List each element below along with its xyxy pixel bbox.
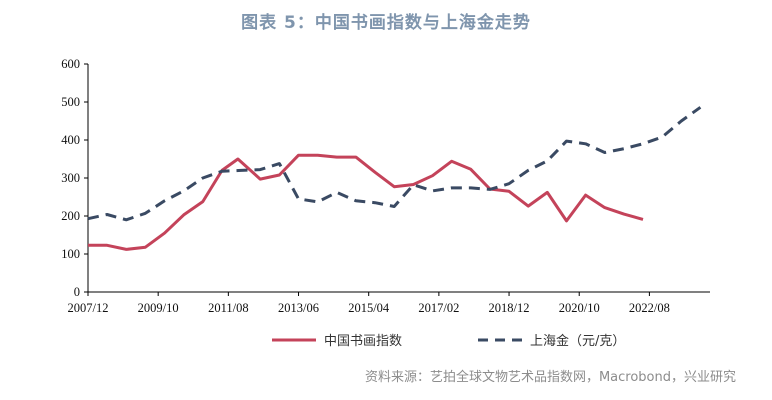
x-tick-label: 2015/04 xyxy=(348,301,390,315)
y-tick-label: 200 xyxy=(61,209,80,223)
y-tick-label: 100 xyxy=(61,247,80,261)
chart-series xyxy=(87,106,702,251)
y-tick-label: 0 xyxy=(74,285,80,299)
x-tick-label: 2022/08 xyxy=(629,301,670,315)
chart-title: 图表 5：中国书画指数与上海金走势 xyxy=(241,13,531,33)
x-tick-label: 2013/06 xyxy=(278,301,319,315)
series-line-shanghai-gold xyxy=(87,106,702,222)
y-tick-label: 500 xyxy=(61,95,80,109)
chart-axes: 0 100 200 300 400 500 600 2007/12 2009/10 2011/08… xyxy=(61,57,710,315)
y-tick-label: 400 xyxy=(61,133,80,147)
chart-legend: 中国书画指数 上海金（元/克） xyxy=(272,333,625,349)
series-line-painting-index xyxy=(88,153,644,251)
x-tick-label: 2007/12 xyxy=(68,301,109,315)
x-tick-label: 2018/12 xyxy=(489,301,530,315)
x-tick-label: 2020/10 xyxy=(559,301,600,315)
x-tick-label: 2017/02 xyxy=(418,301,459,315)
legend-label-shanghai-gold: 上海金（元/克） xyxy=(530,333,625,349)
x-tick-label: 2011/08 xyxy=(208,301,249,315)
source-note: 资料来源：艺拍全球文物艺术品指数网，Macrobond，兴业研究 xyxy=(364,370,736,385)
x-tick-label: 2009/10 xyxy=(138,301,179,315)
legend-label-painting-index: 中国书画指数 xyxy=(324,334,402,349)
y-tick-label: 600 xyxy=(61,57,80,71)
y-tick-label: 300 xyxy=(61,171,80,185)
